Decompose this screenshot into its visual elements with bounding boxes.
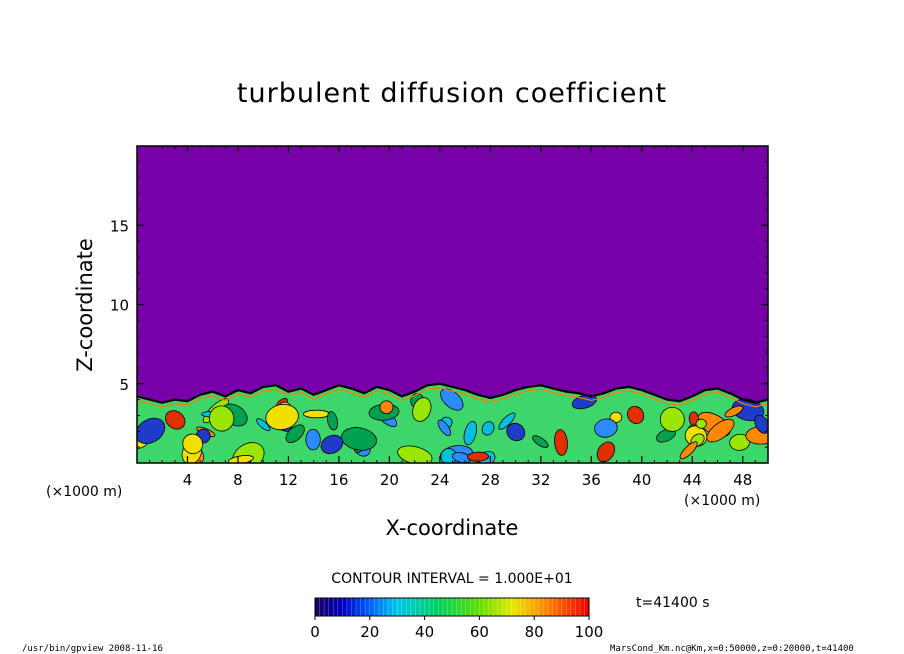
x-axis-title: X-coordinate	[386, 516, 519, 540]
turbulence-patch	[208, 405, 235, 432]
turbulence-patch	[695, 418, 707, 429]
y-tick-label: 5	[119, 376, 129, 394]
turbulence-patch	[594, 418, 618, 438]
contour-interval-label: CONTOUR INTERVAL = 1.000E+01	[331, 571, 572, 587]
turbulence-patch	[554, 429, 568, 456]
x-tick-label: 32	[531, 471, 550, 489]
x-axis: 4 8 12 16 20 24 28 32 36 40 44 48	[149, 146, 756, 489]
turbulence-patch	[609, 411, 623, 424]
turbulence-patch	[305, 428, 321, 451]
colorbar-tick-label: 20	[360, 623, 379, 641]
chart-title: turbulent diffusion coefficient	[237, 78, 667, 109]
colorbar-tick-label: 40	[415, 623, 434, 641]
y-tick-label: 15	[110, 217, 129, 235]
turbulence-patch	[397, 445, 433, 463]
x-tick-label: 48	[733, 471, 752, 489]
x-tick-label: 8	[233, 471, 243, 489]
turbulence-patch	[679, 441, 698, 460]
boundary-layer-patches	[137, 388, 768, 463]
turbulence-patch	[341, 427, 377, 451]
x-tick-label: 40	[632, 471, 651, 489]
turbulence-patch	[706, 418, 735, 443]
turbulence-patch	[165, 410, 186, 430]
time-label: t=41400 s	[636, 595, 710, 611]
y-axis: 5 10 15	[110, 161, 768, 448]
x-tick-label: 12	[279, 471, 298, 489]
x-tick-label: 44	[683, 471, 702, 489]
turbulence-patch	[379, 400, 394, 415]
turbulence-patch	[498, 412, 516, 430]
colorbar-tick-label: 80	[525, 623, 544, 641]
turbulence-patch	[626, 405, 645, 425]
x-unit-label-left: (×1000 m)	[46, 484, 122, 500]
x-tick-label: 20	[380, 471, 399, 489]
turbulence-patch	[440, 388, 464, 411]
footer-left: /usr/bin/gpview 2008-11-16	[22, 644, 163, 654]
y-tick-label: 10	[110, 297, 129, 315]
x-tick-label: 24	[430, 471, 449, 489]
y-axis-title: Z-coordinate	[73, 238, 97, 372]
turbulence-patch	[320, 434, 344, 455]
turbulence-patch	[302, 409, 331, 419]
turbulence-patch	[532, 435, 549, 448]
boundary-layer-contour	[137, 382, 768, 404]
turbulence-patch	[326, 411, 339, 431]
turbulence-patch	[265, 403, 299, 431]
x-tick-label: 28	[481, 471, 500, 489]
x-tick-label: 16	[329, 471, 348, 489]
turbulence-patch	[731, 398, 765, 422]
turbulence-patch	[596, 441, 616, 463]
turbulence-patch	[285, 424, 305, 443]
turbulence-patch	[182, 433, 204, 455]
turbulence-patch	[256, 418, 271, 432]
colorbar-tick-label: 60	[470, 623, 489, 641]
turbulence-patch	[437, 419, 452, 437]
turbulence-patch	[227, 455, 254, 463]
colorbar-tick-label: 0	[310, 623, 320, 641]
boundary-layer-contour-inner	[137, 387, 768, 408]
turbulence-patch	[659, 406, 685, 432]
turbulence-patch	[724, 405, 744, 418]
turbulence-patch	[481, 421, 495, 436]
turbulence-patch	[506, 422, 526, 442]
field-layer	[137, 146, 768, 463]
colorbar	[314, 597, 590, 617]
turbulence-patch	[463, 421, 478, 446]
colorbar-ticks: 0 20 40 60 80 100	[310, 598, 603, 641]
x-tick-label: 4	[183, 471, 193, 489]
colorbar-tick-label: 100	[575, 623, 604, 641]
footer-right: MarsCond_Km.nc@Km,x=0:50000,z=0:20000,t=…	[610, 644, 854, 654]
x-unit-label-right: (×1000 m)	[684, 493, 760, 509]
turbulence-patch	[412, 397, 432, 422]
x-tick-label: 36	[582, 471, 601, 489]
